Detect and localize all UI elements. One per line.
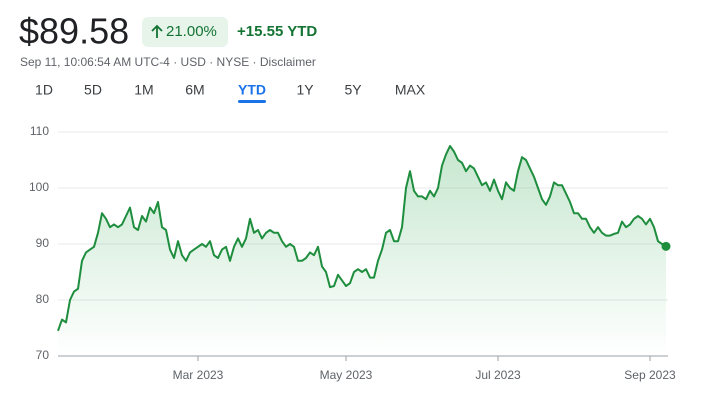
range-tab[interactable]: MAX — [395, 82, 426, 98]
range-tab[interactable]: 1M — [134, 82, 153, 98]
price-line — [57, 145, 667, 332]
up-arrow-icon — [151, 24, 163, 38]
price: $89.58 — [19, 11, 129, 52]
quote-meta: Sep 11, 10:06:54 AM UTC-4 · USD · NYSE ·… — [20, 55, 316, 69]
range-tab[interactable]: YTD — [238, 82, 266, 98]
change-ytd: +15.55 YTD — [237, 23, 317, 40]
y-tick-label: 100 — [29, 180, 49, 194]
y-tick-label: 90 — [36, 236, 50, 250]
area-fill — [58, 146, 666, 356]
x-tick-label: Sep 2023 — [624, 368, 676, 382]
range-tabs: 1D 5D 1M 6M YTD 1Y 5Y MAX — [35, 82, 426, 103]
range-tab[interactable]: 5D — [84, 82, 102, 98]
x-tick-label: Jul 2023 — [475, 368, 521, 382]
last-point — [661, 241, 671, 251]
plot: 70 80 90 100 110 Mar 2023 May 2023 Jul 2023 Sep … — [29, 124, 676, 382]
y-tick-label: 110 — [30, 124, 49, 138]
x-tick-label: May 2023 — [320, 368, 373, 382]
y-tick-label: 80 — [36, 292, 50, 306]
x-tick-label: Mar 2023 — [173, 368, 224, 382]
range-tab[interactable]: 6M — [185, 82, 204, 98]
y-tick-label: 70 — [36, 348, 50, 362]
change-badge — [142, 17, 228, 47]
selected-underline — [238, 100, 266, 103]
range-tab[interactable]: 1D — [35, 82, 53, 98]
range-tab[interactable]: 1Y — [296, 82, 314, 98]
range-tab[interactable]: 5Y — [344, 82, 362, 98]
change-percent: 21.00% — [166, 23, 217, 40]
